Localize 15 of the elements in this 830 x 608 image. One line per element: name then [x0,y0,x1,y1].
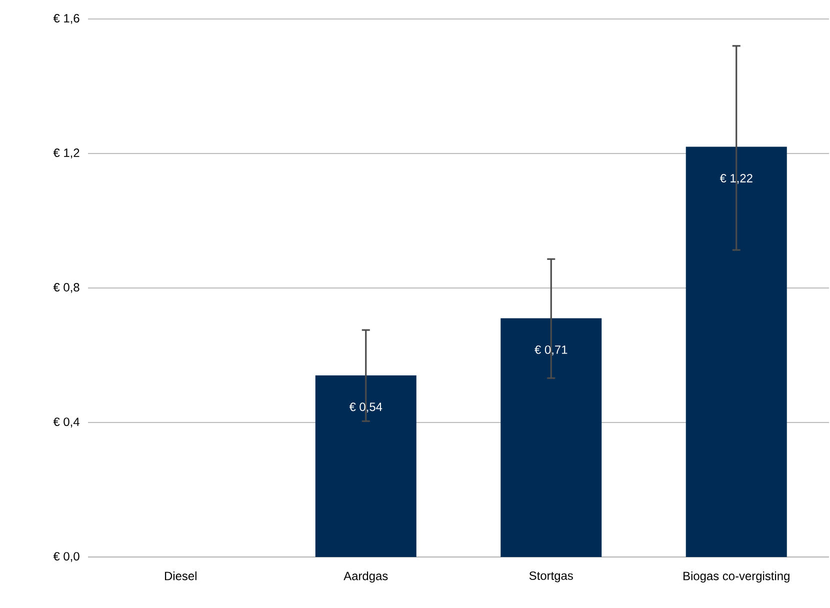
x-tick-label: Diesel [165,571,196,580]
x-tick-label: Biogas co-vergisting [684,571,790,583]
bar [686,146,787,557]
bar [315,375,416,557]
y-tick-label: € 0,8 [53,283,80,293]
bar [500,318,602,557]
y-tick-label: € 1,6 [53,14,80,24]
data-label: € 1,22 [720,174,752,184]
data-label: € 0,71 [534,345,568,356]
x-tick-label: Aardgas [344,571,388,583]
y-tick-label: € 0,4 [53,418,80,428]
data-label: € 0,54 [349,402,382,412]
y-tick-label: € 0,0 [53,552,80,562]
x-tick-label: Stortgas [529,571,573,582]
y-tick-label: € 1,2 [53,148,80,158]
